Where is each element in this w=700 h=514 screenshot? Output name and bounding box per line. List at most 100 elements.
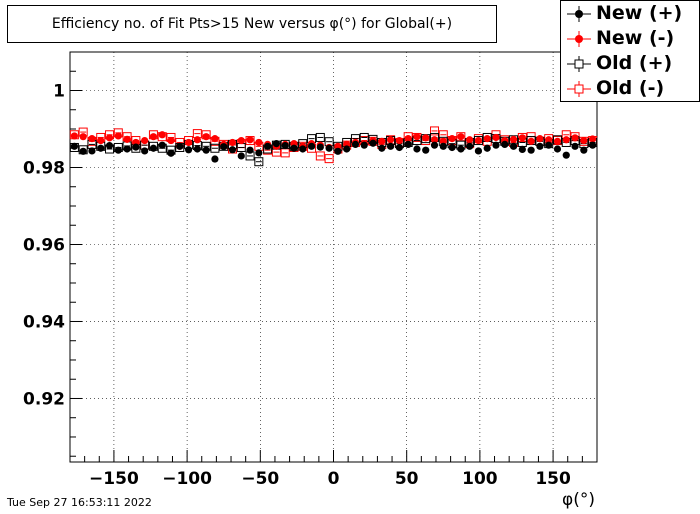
data-point bbox=[369, 139, 377, 147]
data-point bbox=[255, 149, 263, 157]
data-point bbox=[483, 144, 491, 152]
data-point bbox=[210, 143, 220, 153]
data-point bbox=[413, 145, 421, 153]
x-tick-label: 150 bbox=[535, 469, 571, 489]
data-point bbox=[141, 147, 149, 155]
data-point bbox=[395, 143, 403, 152]
y-tick-label: 0.94 bbox=[23, 312, 65, 332]
y-tick-label: 0.98 bbox=[23, 158, 65, 178]
data-point bbox=[404, 140, 412, 148]
data-point bbox=[527, 137, 535, 145]
data-point bbox=[88, 147, 96, 155]
x-tick-label: −100 bbox=[162, 469, 212, 489]
data-point bbox=[237, 136, 245, 145]
data-point bbox=[141, 136, 149, 145]
data-point bbox=[439, 137, 447, 145]
data-point bbox=[430, 126, 440, 136]
x-tick-label: −50 bbox=[241, 469, 279, 489]
data-point bbox=[158, 131, 166, 139]
data-point bbox=[517, 132, 527, 142]
legend-entry-new-plus: New (+) bbox=[561, 1, 699, 26]
data-point bbox=[281, 141, 289, 150]
legend-entry-old-plus: Old (+) bbox=[561, 51, 699, 76]
y-tick-label: 1 bbox=[53, 81, 65, 101]
data-point bbox=[254, 157, 264, 167]
data-point bbox=[202, 133, 210, 141]
data-point bbox=[378, 144, 386, 152]
data-point bbox=[422, 134, 430, 142]
chart-title: Efficiency no. of Fit Pts>15 New versus … bbox=[51, 16, 453, 32]
data-point bbox=[466, 136, 474, 144]
legend-entry-new-minus: New (-) bbox=[561, 26, 699, 51]
data-point bbox=[123, 145, 131, 153]
legend-label: New (+) bbox=[596, 2, 683, 24]
data-point bbox=[536, 135, 544, 143]
y-tick-label: 0.92 bbox=[23, 389, 65, 409]
data-point bbox=[307, 142, 316, 150]
data-point bbox=[334, 147, 342, 155]
data-point bbox=[149, 144, 158, 152]
data-point bbox=[272, 140, 281, 148]
y-tick-label: 0.96 bbox=[23, 235, 65, 255]
data-point bbox=[105, 141, 114, 150]
data-point bbox=[315, 151, 325, 161]
x-tick-label: 100 bbox=[462, 469, 498, 489]
data-point bbox=[474, 136, 483, 145]
legend-marker-filled-circle-black bbox=[567, 6, 591, 22]
data-point bbox=[492, 141, 500, 149]
data-point bbox=[264, 142, 272, 150]
legend-entry-old-minus: Old (-) bbox=[561, 76, 699, 101]
data-point bbox=[290, 144, 298, 152]
data-point bbox=[202, 146, 210, 154]
x-tick-label: 50 bbox=[395, 469, 419, 489]
data-point bbox=[439, 142, 447, 150]
data-point bbox=[422, 146, 430, 154]
data-point bbox=[220, 143, 228, 151]
data-point bbox=[211, 155, 219, 163]
data-point bbox=[324, 154, 334, 164]
data-point bbox=[325, 144, 333, 152]
data-point bbox=[70, 132, 78, 140]
data-point bbox=[316, 143, 324, 151]
legend-label: Old (+) bbox=[596, 52, 673, 74]
data-point bbox=[589, 135, 597, 143]
data-point bbox=[553, 137, 562, 145]
data-point bbox=[246, 146, 254, 154]
data-point bbox=[386, 136, 395, 144]
data-point bbox=[70, 142, 78, 150]
data-point bbox=[360, 141, 368, 149]
data-point bbox=[448, 135, 456, 143]
timestamp: Tue Sep 27 16:53:11 2022 bbox=[7, 496, 152, 509]
data-point bbox=[79, 133, 87, 141]
data-point bbox=[457, 145, 465, 153]
data-point bbox=[184, 138, 193, 147]
data-point bbox=[193, 136, 201, 144]
data-point bbox=[246, 136, 254, 144]
data-point bbox=[571, 134, 579, 142]
data-point bbox=[404, 135, 412, 143]
data-point bbox=[501, 140, 509, 148]
data-point bbox=[132, 143, 140, 151]
data-point bbox=[167, 136, 175, 145]
data-point bbox=[149, 133, 158, 141]
data-point bbox=[466, 142, 474, 150]
legend-marker-filled-circle-red bbox=[567, 31, 591, 47]
data-point bbox=[88, 135, 96, 143]
data-point bbox=[483, 135, 491, 143]
x-axis-label: φ(°) bbox=[562, 490, 595, 510]
data-point bbox=[299, 145, 307, 153]
data-point bbox=[527, 146, 535, 154]
data-point bbox=[509, 142, 518, 150]
data-point bbox=[492, 133, 500, 142]
data-point bbox=[562, 151, 570, 159]
data-point bbox=[334, 142, 342, 150]
data-point bbox=[378, 137, 386, 145]
data-point bbox=[580, 136, 588, 145]
data-point bbox=[589, 141, 597, 149]
x-tick-label: 0 bbox=[328, 469, 340, 489]
data-point bbox=[395, 136, 403, 145]
data-point bbox=[545, 141, 553, 149]
data-point bbox=[386, 142, 395, 150]
data-point bbox=[123, 135, 131, 143]
